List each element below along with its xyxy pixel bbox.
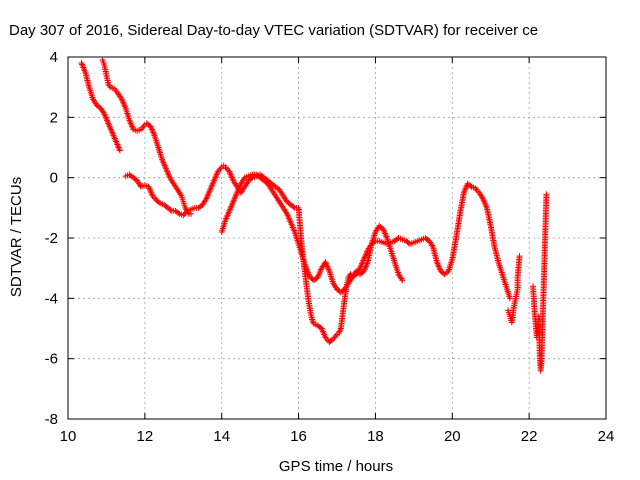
- y-tick-label: 4: [50, 49, 58, 66]
- data-point: [248, 175, 255, 182]
- data-points: [78, 57, 550, 374]
- data-point: [167, 206, 174, 213]
- x-axis-label: GPS time / hours: [279, 458, 393, 475]
- x-tick-label: 20: [444, 428, 461, 445]
- data-point: [155, 199, 162, 206]
- data-point: [543, 191, 550, 198]
- data-point: [467, 182, 474, 189]
- x-tick-label: 16: [290, 428, 307, 445]
- y-tick-label: -8: [45, 411, 58, 428]
- x-tick-label: 18: [367, 428, 384, 445]
- x-tick-label: 24: [598, 428, 615, 445]
- x-tick-label: 10: [60, 428, 77, 445]
- x-tick-label: 12: [137, 428, 154, 445]
- y-tick-label: 2: [50, 109, 58, 126]
- y-tick-label: -4: [45, 290, 58, 307]
- data-point: [506, 295, 513, 302]
- x-tick-label: 22: [521, 428, 538, 445]
- x-tick-label: 14: [213, 428, 230, 445]
- data-point: [328, 337, 335, 344]
- chart-title: Day 307 of 2016, Sidereal Day-to-day VTE…: [9, 22, 538, 39]
- data-point: [175, 209, 182, 216]
- data-point: [399, 277, 406, 284]
- data-point: [290, 203, 297, 210]
- data-point: [516, 253, 523, 260]
- y-tick-label: -6: [45, 351, 58, 368]
- y-tick-label: 0: [50, 170, 58, 187]
- y-axis-label: SDTVAR / TECUs: [8, 177, 25, 297]
- y-tick-label: -2: [45, 230, 58, 247]
- data-point: [116, 147, 123, 154]
